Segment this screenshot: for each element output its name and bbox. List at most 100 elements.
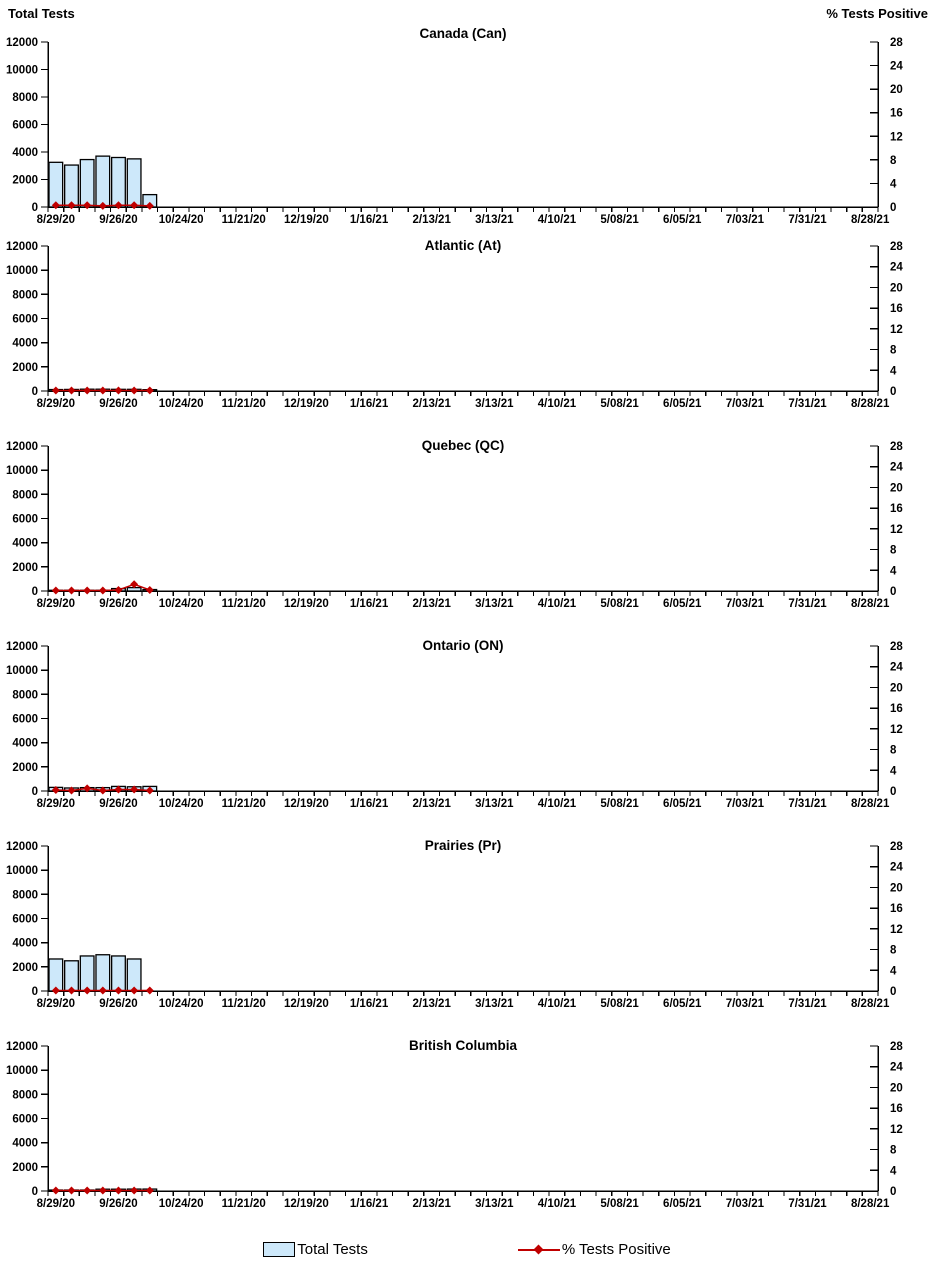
x-axis-tick-label: 2/13/21 bbox=[412, 398, 451, 410]
left-axis-tick-label: 10000 bbox=[6, 65, 38, 77]
x-axis-tick-label: 10/24/20 bbox=[159, 598, 204, 610]
right-axis-tick-label: 4 bbox=[890, 365, 897, 377]
pct-positive-point bbox=[114, 201, 123, 210]
legend-item-pct-positive: % Tests Positive bbox=[517, 1241, 671, 1258]
x-axis-tick-label: 3/13/21 bbox=[475, 398, 514, 410]
x-axis-tick-label: 4/10/21 bbox=[538, 798, 577, 810]
left-axis-tick-label: 2000 bbox=[12, 962, 38, 974]
left-axis-tick-label: 8000 bbox=[12, 1089, 38, 1101]
pct-positive-point bbox=[83, 386, 92, 395]
pct-positive-point bbox=[67, 201, 76, 210]
pct-positive-point bbox=[98, 1186, 107, 1195]
left-axis-tick-label: 10000 bbox=[6, 1065, 38, 1077]
pct-positive-point bbox=[130, 580, 139, 589]
right-axis-tick-label: 24 bbox=[890, 1062, 903, 1074]
left-axis-tick-label: 4000 bbox=[12, 738, 38, 750]
right-axis-tick-label: 12 bbox=[890, 724, 903, 736]
pct-positive-point bbox=[67, 786, 76, 795]
total-tests-bar bbox=[110, 156, 126, 208]
x-axis-tick-label: 8/29/20 bbox=[37, 598, 75, 610]
chart-legend: Total Tests % Tests Positive bbox=[0, 1236, 934, 1263]
x-axis-tick-label: 12/19/20 bbox=[284, 214, 329, 226]
left-axis-tick-label: 10000 bbox=[6, 665, 38, 677]
x-axis-tick-label: 7/03/21 bbox=[726, 798, 765, 810]
x-axis-tick-label: 6/05/21 bbox=[663, 798, 702, 810]
left-axis-tick-label: 6000 bbox=[12, 120, 38, 132]
left-axis-tick-label: 10000 bbox=[6, 265, 38, 277]
x-axis-tick-label: 8/28/21 bbox=[851, 398, 890, 410]
left-axis-tick-label: 8000 bbox=[12, 289, 38, 301]
right-axis-tick-label: 8 bbox=[890, 945, 897, 957]
x-axis-tick-label: 7/03/21 bbox=[726, 214, 765, 226]
left-axis-tick-label: 12000 bbox=[6, 841, 38, 853]
chart-title: Quebec (QC) bbox=[422, 438, 505, 453]
x-axis-tick-label: 6/05/21 bbox=[663, 1198, 702, 1210]
x-axis-tick-label: 12/19/20 bbox=[284, 798, 329, 810]
x-axis-tick-label: 8/29/20 bbox=[37, 798, 75, 810]
chart-title: Ontario (ON) bbox=[423, 638, 504, 653]
right-axis-tick-label: 4 bbox=[890, 565, 897, 577]
pct-positive-point bbox=[145, 201, 154, 210]
x-axis-tick-label: 7/31/21 bbox=[788, 598, 827, 610]
left-axis-tick-label: 12000 bbox=[6, 1041, 38, 1053]
left-axis-tick-label: 0 bbox=[32, 386, 38, 398]
chart-title: Canada (Can) bbox=[419, 26, 506, 41]
right-axis-tick-label: 0 bbox=[890, 202, 896, 214]
chart-panel-3: Quebec (QC) 0 2000 4000 6000 8000 10000 12000 0 4… bbox=[6, 438, 903, 610]
x-axis-tick-label: 8/28/21 bbox=[851, 214, 890, 226]
pct-positive-point bbox=[130, 1186, 139, 1195]
x-axis-tick-label: 2/13/21 bbox=[412, 214, 451, 226]
bar-swatch-icon bbox=[263, 1242, 296, 1257]
x-axis-tick-label: 8/29/20 bbox=[37, 398, 75, 410]
x-axis-tick-label: 7/03/21 bbox=[726, 398, 765, 410]
pct-positive-point bbox=[51, 1186, 60, 1195]
right-axis-tick-label: 20 bbox=[890, 682, 903, 694]
right-axis-tick-label: 12 bbox=[890, 131, 903, 143]
legend-pct-positive-label: % Tests Positive bbox=[561, 1241, 671, 1258]
x-axis-tick-label: 8/29/20 bbox=[37, 1198, 75, 1210]
left-axis-tick-label: 4000 bbox=[12, 147, 38, 159]
right-axis-tick-label: 24 bbox=[890, 862, 903, 874]
x-axis-tick-label: 1/16/21 bbox=[350, 998, 389, 1010]
right-axis-tick-label: 4 bbox=[890, 1165, 897, 1177]
x-axis-tick-label: 2/13/21 bbox=[412, 1198, 451, 1210]
pct-positive-point bbox=[145, 786, 154, 795]
left-axis-tick-label: 10000 bbox=[6, 865, 38, 877]
total-tests-bar bbox=[64, 960, 79, 992]
total-tests-bar bbox=[79, 955, 95, 992]
x-axis-tick-label: 10/24/20 bbox=[159, 998, 204, 1010]
left-axis-tick-label: 8000 bbox=[12, 489, 38, 501]
x-axis-tick-label: 2/13/21 bbox=[412, 998, 451, 1010]
right-axis-tick-label: 28 bbox=[890, 241, 903, 253]
pct-positive-point bbox=[83, 1186, 92, 1195]
x-axis-tick-label: 10/24/20 bbox=[159, 798, 204, 810]
left-axis-tick-label: 10000 bbox=[6, 465, 38, 477]
right-axis-tick-label: 0 bbox=[890, 586, 896, 598]
x-axis-tick-label: 9/26/20 bbox=[99, 998, 137, 1010]
pct-positive-point bbox=[67, 1186, 76, 1195]
x-axis-tick-label: 7/31/21 bbox=[788, 798, 827, 810]
x-axis-tick-label: 5/08/21 bbox=[600, 998, 639, 1010]
right-axis-tick-label: 28 bbox=[890, 441, 903, 453]
chart-panel-2: Atlantic (At) 0 2000 4000 6000 8000 10000 12000… bbox=[6, 238, 903, 410]
pct-positive-point bbox=[98, 386, 107, 395]
x-axis-tick-label: 7/31/21 bbox=[788, 398, 827, 410]
left-axis-tick-label: 0 bbox=[32, 986, 38, 998]
right-axis-tick-label: 16 bbox=[890, 108, 903, 120]
left-axis-tick-label: 4000 bbox=[12, 1138, 38, 1150]
legend-total-tests-label: Total Tests bbox=[297, 1241, 368, 1258]
x-axis-tick-label: 5/08/21 bbox=[600, 398, 639, 410]
total-tests-bar bbox=[95, 954, 111, 992]
right-axis-tick-label: 4 bbox=[890, 178, 897, 190]
left-axis-tick-label: 6000 bbox=[12, 314, 38, 326]
right-axis-tick-label: 4 bbox=[890, 765, 897, 777]
x-axis-tick-label: 12/19/20 bbox=[284, 998, 329, 1010]
x-axis-tick-label: 9/26/20 bbox=[99, 1198, 137, 1210]
right-axis-tick-label: 16 bbox=[890, 503, 903, 515]
right-axis-tick-label: 16 bbox=[890, 703, 903, 715]
left-axis-tick-label: 2000 bbox=[12, 362, 38, 374]
left-axis-tick-label: 2000 bbox=[12, 562, 38, 574]
x-axis-tick-label: 3/13/21 bbox=[475, 214, 514, 226]
x-axis-tick-label: 11/21/20 bbox=[222, 998, 266, 1010]
